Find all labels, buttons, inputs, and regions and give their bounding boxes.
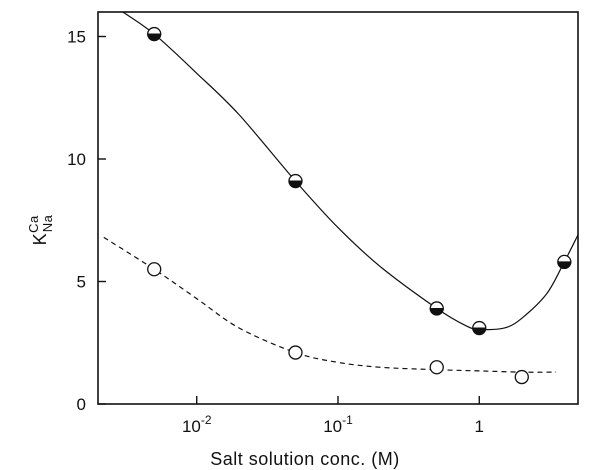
y-tick-label: 15 xyxy=(67,28,86,47)
y-axis-title: KCaNa xyxy=(26,214,55,245)
y-tick-label: 10 xyxy=(67,150,86,169)
series-1-point xyxy=(557,254,572,270)
points xyxy=(147,26,572,385)
plot-frame xyxy=(97,11,579,405)
series-1-point xyxy=(288,173,303,189)
x-tick-label: 10-2 xyxy=(182,413,212,436)
labels: Salt solution conc. (M) KCaNa xyxy=(26,214,400,469)
series-2-point xyxy=(147,262,162,277)
y-axis-title-main: K xyxy=(30,233,50,246)
y-axis-title-sub: Na xyxy=(40,214,55,232)
series-1-point xyxy=(472,320,487,336)
series-2-point xyxy=(429,360,444,375)
x-tick-label: 10-1 xyxy=(323,413,353,436)
axes: 0 5 10 15 10-2 10-1 1 xyxy=(67,11,579,436)
curves xyxy=(103,11,579,373)
series-1-curve xyxy=(122,11,579,331)
series-1-point xyxy=(429,301,444,316)
x-tick-label: 1 xyxy=(475,417,484,436)
svg-text:KCaNa: KCaNa xyxy=(26,214,55,245)
series-2-curve xyxy=(103,236,557,373)
series-2-point xyxy=(288,345,303,360)
y-axis-title-sup: Ca xyxy=(26,215,41,233)
y-tick-label: 5 xyxy=(77,273,86,292)
x-axis-title: Salt solution conc. (M) xyxy=(210,449,400,469)
series-1-point xyxy=(147,26,162,42)
y-tick-label: 0 xyxy=(77,395,86,414)
series-2-point xyxy=(514,369,529,385)
